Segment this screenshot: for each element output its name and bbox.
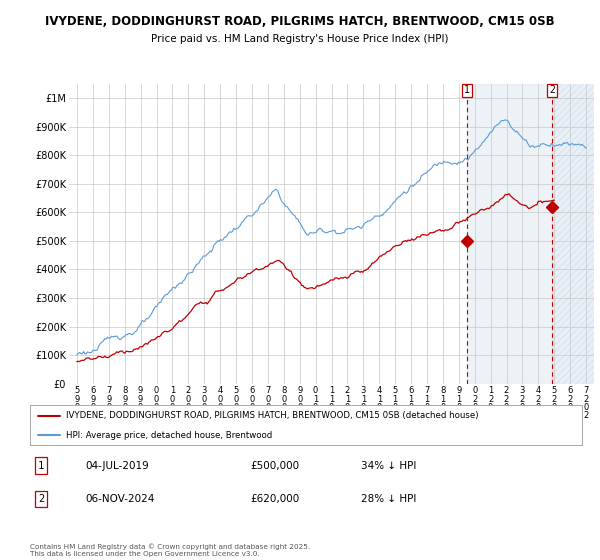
Bar (552, 84, 594, 384)
Text: Contains HM Land Registry data © Crown copyright and database right 2025.
This d: Contains HM Land Registry data © Crown c… (30, 544, 310, 557)
Text: 1: 1 (464, 86, 470, 96)
Text: 04-JUL-2019: 04-JUL-2019 (85, 460, 149, 470)
Text: £500,000: £500,000 (251, 460, 300, 470)
Text: 28% ↓ HPI: 28% ↓ HPI (361, 494, 416, 504)
Text: £620,000: £620,000 (251, 494, 300, 504)
Text: 2: 2 (549, 86, 554, 96)
Text: 2: 2 (38, 494, 44, 504)
Text: 06-NOV-2024: 06-NOV-2024 (85, 494, 155, 504)
Text: 1: 1 (38, 460, 44, 470)
Text: IVYDENE, DODDINGHURST ROAD, PILGRIMS HATCH, BRENTWOOD, CM15 0SB (detached house): IVYDENE, DODDINGHURST ROAD, PILGRIMS HAT… (66, 411, 478, 420)
Text: HPI: Average price, detached house, Brentwood: HPI: Average price, detached house, Bren… (66, 431, 272, 440)
Text: Price paid vs. HM Land Registry's House Price Index (HPI): Price paid vs. HM Land Registry's House … (151, 34, 449, 44)
Text: 34% ↓ HPI: 34% ↓ HPI (361, 460, 416, 470)
Bar (467, 84, 552, 384)
Text: IVYDENE, DODDINGHURST ROAD, PILGRIMS HATCH, BRENTWOOD, CM15 0SB: IVYDENE, DODDINGHURST ROAD, PILGRIMS HAT… (45, 15, 555, 28)
